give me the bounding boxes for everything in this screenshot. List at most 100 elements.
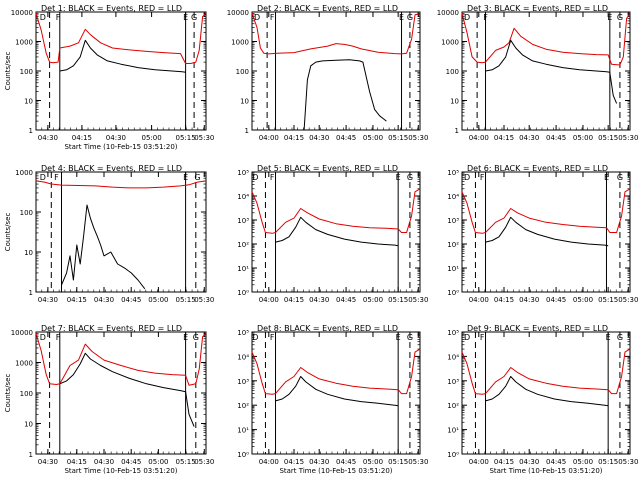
x-tick-label: 04:00	[259, 296, 279, 304]
y-tick-label: 10	[24, 98, 33, 106]
interval-marker-label: D	[40, 333, 46, 342]
x-tick-label: 05:00	[573, 134, 593, 142]
series-line-lld	[251, 12, 421, 55]
interval-marker-label: G	[407, 333, 413, 342]
y-tick-label: 10⁴	[237, 193, 249, 201]
x-tick-label: 05:30	[618, 296, 638, 304]
x-axis-label: Start Time (10-Feb-15 03:51:20)	[64, 143, 177, 151]
y-tick-label: 10¹	[237, 265, 249, 273]
series-line-events	[61, 204, 146, 290]
panel-det-5: 10⁰ 10¹ 10² 10³ 10⁴ 10⁵ 04:00 04:15 04:30 04:45 05…	[237, 164, 428, 304]
y-tick-label: 10⁰	[237, 451, 249, 459]
x-tick-label: 04:00	[469, 134, 489, 142]
y-tick-label: 10¹	[447, 265, 459, 273]
y-tick-label: 10⁴	[237, 353, 249, 361]
panel-det-4: 1 10 100 1000 04:30 04:15 04:30 04:45 05:00 05:15…	[4, 164, 214, 304]
series-line-lld	[251, 348, 421, 395]
panel-title: Det 9: BLACK = Events, RED = LLD	[467, 324, 608, 333]
x-axis-label: Start Time (10-Feb-15 03:51:20)	[279, 467, 392, 475]
y-tick-label: 1	[455, 127, 459, 135]
plot-frame	[461, 171, 631, 293]
interval-marker-label: F	[483, 13, 488, 22]
x-tick-label: 05:30	[194, 458, 214, 466]
x-tick-label: 04:00	[259, 458, 279, 466]
series-line-lld	[35, 12, 207, 64]
y-axis-label: Counts/sec	[4, 374, 12, 413]
x-tick-label: 05:30	[194, 296, 214, 304]
interval-marker-label: G	[193, 333, 199, 342]
interval-marker-label: E	[183, 333, 188, 342]
series-line-events	[59, 39, 186, 73]
x-tick-label: 05:15	[388, 296, 408, 304]
y-tick-label: 1	[29, 451, 33, 459]
interval-marker-label: E	[604, 173, 609, 182]
x-tick-label: 05:30	[618, 458, 638, 466]
series-line-events	[275, 376, 399, 407]
y-tick-label: 100	[236, 68, 249, 76]
interval-marker-label: G	[194, 173, 200, 182]
interval-marker-label: D	[464, 333, 470, 342]
interval-marker-label: E	[183, 173, 188, 182]
y-tick-label: 1000	[231, 39, 249, 47]
x-tick-label: 05:15	[176, 296, 196, 304]
x-tick-label: 04:30	[94, 458, 114, 466]
y-tick-label: 1000	[441, 39, 459, 47]
y-tick-label: 10⁴	[447, 193, 459, 201]
x-tick-label: 05:00	[363, 296, 383, 304]
interval-marker-label: D	[40, 173, 46, 182]
x-tick-label: 05:00	[148, 296, 168, 304]
panel-title: Det 3: BLACK = Events, RED = LLD	[467, 4, 608, 13]
x-tick-label: 04:15	[67, 458, 87, 466]
y-tick-label: 10³	[447, 378, 459, 386]
x-tick-label: 04:45	[121, 296, 141, 304]
interval-marker-label: F	[270, 13, 275, 22]
y-tick-label: 10²	[447, 402, 459, 410]
x-tick-label: 05:00	[363, 458, 383, 466]
x-tick-label: 05:15	[388, 134, 408, 142]
x-tick-label: 05:15	[176, 458, 196, 466]
x-tick-label: 05:15	[388, 458, 408, 466]
interval-marker-label: E	[396, 173, 401, 182]
series-line-lld	[251, 188, 421, 234]
y-tick-label: 10000	[11, 9, 33, 17]
panel-title: Det 4: BLACK = Events, RED = LLD	[41, 164, 182, 173]
series-line-events	[59, 352, 195, 427]
interval-marker-label: D	[40, 13, 46, 22]
y-tick-label: 1	[245, 127, 249, 135]
x-tick-label: 04:30	[519, 458, 539, 466]
panel-title: Det 1: BLACK = Events, RED = LLD	[41, 4, 182, 13]
interval-marker-label: D	[254, 13, 260, 22]
x-tick-label: 04:45	[336, 296, 356, 304]
y-tick-label: 10	[24, 421, 33, 429]
y-tick-label: 1	[29, 127, 33, 135]
panel-det-2: 1 10 100 1000 10000 04:00 04:15 04:30 04:45 05:00…	[227, 4, 429, 142]
series-line-lld	[461, 13, 631, 66]
plot-frame	[461, 331, 631, 455]
panel-det-9: 10⁰ 10¹ 10² 10³ 10⁴ 10⁵ 04:00 04:15 04:30 04:45 05…	[447, 324, 638, 475]
plot-frame	[35, 331, 207, 455]
x-tick-label: 05:00	[363, 134, 383, 142]
x-tick-label: 04:30	[309, 296, 329, 304]
interval-marker-label: F	[54, 173, 59, 182]
x-tick-label: 04:30	[519, 134, 539, 142]
y-tick-label: 10²	[237, 402, 249, 410]
y-tick-label: 10³	[237, 378, 249, 386]
panel-det-6: 10⁰ 10¹ 10² 10³ 10⁴ 10⁵ 04:00 04:15 04:30 04:45 05…	[447, 164, 638, 304]
y-tick-label: 10⁵	[237, 329, 249, 337]
interval-marker-label: E	[607, 13, 612, 22]
y-tick-label: 1	[29, 289, 33, 297]
panel-det-7: 1 10 100 1000 10000 04:30 04:15 04:30 04:45 05:00…	[4, 324, 214, 475]
series-line-lld	[461, 348, 631, 395]
y-tick-label: 10⁵	[447, 169, 459, 177]
series-line-events	[485, 376, 609, 407]
y-axis-label: Counts/sec	[4, 52, 12, 91]
interval-marker-label: E	[399, 13, 404, 22]
x-tick-label: 05:00	[142, 134, 162, 142]
x-tick-label: 04:45	[546, 134, 566, 142]
interval-marker-label: E	[606, 333, 611, 342]
panel-title: Det 8: BLACK = Events, RED = LLD	[257, 324, 398, 333]
x-axis-label: Start Time (10-Feb-15 03:51:20)	[64, 467, 177, 475]
x-tick-label: 05:30	[194, 134, 214, 142]
series-line-events	[485, 39, 618, 104]
y-tick-label: 1000	[15, 39, 33, 47]
